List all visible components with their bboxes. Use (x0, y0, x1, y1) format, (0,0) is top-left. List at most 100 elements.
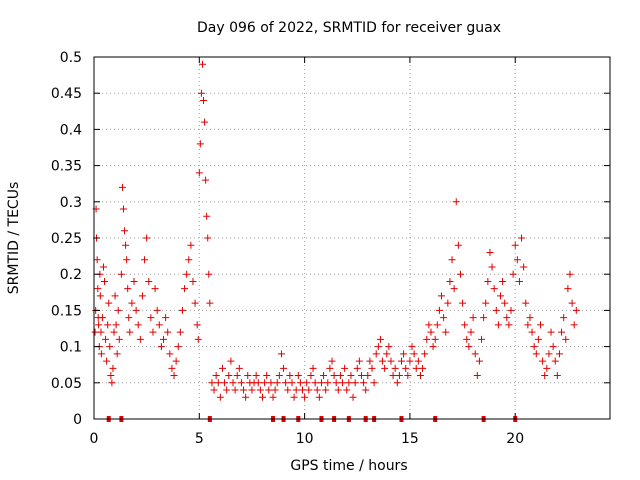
data-point (452, 198, 460, 206)
data-point (450, 285, 458, 293)
data-point (355, 357, 363, 365)
data-point (256, 386, 264, 394)
data-point (446, 277, 454, 285)
data-point (543, 364, 551, 372)
data-point (275, 372, 283, 380)
data-point (362, 386, 370, 394)
data-point (95, 321, 103, 329)
data-point (136, 335, 144, 343)
data-point (431, 335, 439, 343)
data-point (368, 364, 376, 372)
data-point (461, 321, 469, 329)
data-point (164, 328, 172, 336)
data-point (444, 299, 452, 307)
data-point (427, 328, 435, 336)
data-point (126, 328, 134, 336)
axis-ticks (93, 56, 610, 420)
data-point (570, 321, 578, 329)
data-point (196, 140, 204, 148)
data-point (562, 335, 570, 343)
data-point (471, 350, 479, 358)
data-point (397, 357, 405, 365)
data-point (499, 277, 507, 285)
data-point (168, 364, 176, 372)
data-point (121, 227, 129, 235)
data-point (463, 335, 471, 343)
y-tick-label: 0.35 (51, 159, 82, 175)
data-point (223, 386, 231, 394)
data-point (141, 256, 149, 264)
data-point (566, 270, 574, 278)
data-point (110, 328, 118, 336)
data-point (105, 299, 113, 307)
data-point (235, 364, 243, 372)
data-point (442, 328, 450, 336)
data-point (193, 321, 201, 329)
data-point (108, 379, 116, 387)
data-point (376, 335, 384, 343)
data-point (242, 393, 250, 401)
data-point (311, 379, 319, 387)
data-point (379, 357, 387, 365)
data-point (366, 357, 374, 365)
data-point (494, 321, 502, 329)
data-point (408, 343, 416, 351)
data-point (391, 364, 399, 372)
data-point (286, 372, 294, 380)
data-point (237, 379, 245, 387)
data-point (547, 328, 555, 336)
data-point (334, 386, 342, 394)
data-point (328, 357, 336, 365)
data-point (263, 372, 271, 380)
data-point (145, 277, 153, 285)
data-point (288, 379, 296, 387)
data-point (421, 350, 429, 358)
data-point (505, 321, 513, 329)
data-point (138, 292, 146, 300)
data-point (123, 256, 131, 264)
data-point (181, 285, 189, 293)
y-tick-label: 0.05 (51, 376, 82, 392)
data-point (200, 96, 208, 104)
data-point (195, 169, 203, 177)
data-point (406, 357, 414, 365)
data-point (240, 386, 248, 394)
data-point (225, 372, 233, 380)
data-point (473, 372, 481, 380)
data-points (91, 60, 580, 422)
y-axis-title: SRMTID / TECUs (6, 182, 22, 295)
data-point (269, 393, 277, 401)
data-point (305, 386, 313, 394)
data-point (206, 299, 214, 307)
data-point (99, 263, 107, 271)
data-point (162, 314, 170, 322)
data-point (522, 299, 530, 307)
data-point (282, 379, 290, 387)
data-point (218, 364, 226, 372)
data-point (518, 234, 526, 242)
data-point (360, 379, 368, 387)
data-point (119, 205, 127, 213)
data-point (438, 292, 446, 300)
data-point (130, 277, 138, 285)
x-tick-label: 10 (296, 431, 314, 447)
data-point (292, 386, 300, 394)
data-point (524, 321, 532, 329)
data-point (383, 350, 391, 358)
data-point (290, 393, 298, 401)
data-point (294, 372, 302, 380)
data-point (277, 350, 285, 358)
data-point (374, 343, 382, 351)
data-point (203, 212, 211, 220)
data-point (351, 379, 359, 387)
data-point (261, 379, 269, 387)
data-point (271, 386, 279, 394)
data-point (549, 343, 557, 351)
data-point (97, 350, 105, 358)
x-tick-labels: 0 5 10 15 20 (90, 431, 525, 447)
data-point (564, 285, 572, 293)
data-point (124, 285, 132, 293)
data-point (336, 372, 344, 380)
data-point (317, 379, 325, 387)
